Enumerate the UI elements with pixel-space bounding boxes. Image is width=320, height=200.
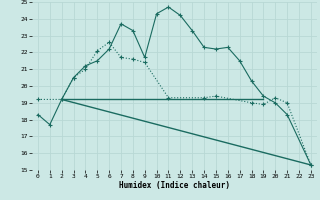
X-axis label: Humidex (Indice chaleur): Humidex (Indice chaleur) [119, 181, 230, 190]
